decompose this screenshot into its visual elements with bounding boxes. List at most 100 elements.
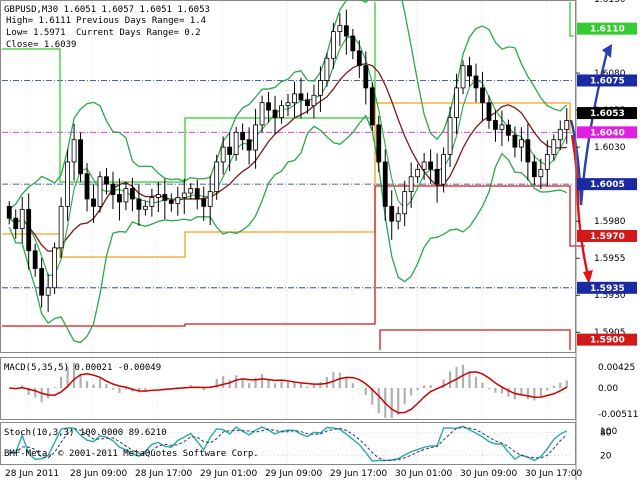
price-tag-label: 1.6040	[590, 128, 625, 138]
candle-body	[181, 192, 187, 198]
time-axis-label: 29 Jun 17:00	[330, 469, 387, 479]
price-tag-label: 1.6053	[590, 109, 625, 119]
candle-body	[531, 161, 537, 178]
red-forecast-arrow	[570, 134, 590, 277]
candle-body	[6, 205, 12, 219]
price-tag	[577, 281, 637, 294]
candle-body	[434, 168, 440, 185]
candle-body	[467, 65, 472, 77]
time-axis-label: 28 Jun 2011	[5, 469, 59, 479]
price-axis: 1.61301.60801.60551.60301.59801.59551.59…	[575, 0, 637, 480]
candle-body	[91, 198, 96, 207]
price-tag	[577, 107, 637, 120]
candle-body	[324, 57, 330, 81]
price-tick-label: 1.6130	[594, 0, 626, 5]
candle-body	[499, 124, 505, 130]
candle-body	[486, 102, 492, 121]
candle-body	[402, 191, 408, 215]
candle-body	[557, 128, 563, 141]
macd-axis-label: 0.00	[598, 384, 618, 394]
candle-body	[58, 205, 64, 249]
price-tick-label: 1.5955	[594, 254, 626, 264]
candle-body	[84, 173, 90, 200]
time-axis-label: 30 Jun 01:00	[395, 469, 452, 479]
candle-body	[376, 124, 382, 163]
info-prev-range: Previous Days Range= 1.4	[76, 16, 206, 26]
stochastic-lines	[2, 425, 574, 462]
candle-body	[214, 161, 220, 192]
red-arrow-head	[583, 270, 593, 284]
candle-body	[32, 250, 38, 269]
candle-body	[493, 120, 498, 130]
candle-body	[246, 139, 252, 151]
candle-body	[305, 99, 310, 107]
candle-body	[272, 109, 278, 118]
candle-body	[52, 247, 58, 289]
time-axis-label: 28 Jun 17:00	[135, 469, 192, 479]
green-step-level	[569, 2, 574, 37]
info-cur-range: Current Days Range= 0.2	[76, 28, 201, 38]
price-tag-label: 1.5900	[590, 336, 625, 346]
candle-body	[441, 154, 446, 185]
candle-body	[350, 35, 356, 52]
candle-body	[389, 205, 395, 222]
stoch-axis-label: 80	[600, 429, 612, 439]
candle-body	[188, 188, 194, 194]
candle-body	[564, 120, 570, 130]
price-tag	[577, 74, 637, 87]
candle-body	[421, 161, 427, 170]
candle-body	[506, 124, 511, 136]
candle-body	[168, 200, 174, 204]
price-tag	[577, 22, 637, 35]
candle-body	[123, 188, 129, 203]
price-tick-label: 1.5930	[594, 291, 626, 301]
candle-body	[266, 102, 271, 111]
candle-body	[382, 161, 388, 207]
candle-body	[330, 31, 336, 59]
candle-body	[408, 176, 414, 192]
candle-body	[117, 194, 122, 203]
symbol-header: GBPUSD,M30 1.6051 1.6057 1.6051 1.6053	[4, 5, 210, 15]
candle-body	[162, 194, 168, 201]
candle-body	[207, 191, 213, 207]
candle-body	[343, 25, 349, 37]
candle-body	[311, 94, 317, 107]
candle-body	[155, 194, 161, 198]
info-high: High= 1.6111	[6, 16, 71, 26]
candle-body	[356, 50, 362, 67]
candle-body	[259, 102, 265, 126]
price-tag-label: 1.6110	[590, 25, 625, 35]
time-axis-label: 30 Jun 17:00	[525, 469, 582, 479]
candle-body	[45, 287, 51, 296]
macd-histogram	[2, 362, 574, 418]
candle-body	[447, 117, 453, 155]
candle-body	[110, 183, 116, 195]
stoch-signal-line	[9, 427, 568, 462]
time-axis-label: 29 Jun 01:00	[200, 469, 257, 479]
candle-body	[369, 87, 375, 126]
candle-body	[201, 198, 207, 207]
candle-body	[551, 139, 557, 155]
price-tag	[577, 333, 637, 346]
candle-body	[460, 65, 466, 89]
price-tag-label: 1.6005	[590, 180, 625, 190]
time-axis-label: 29 Jun 09:00	[265, 469, 322, 479]
candle-body	[363, 65, 369, 89]
candle-body	[142, 205, 148, 210]
candle-body	[71, 139, 77, 163]
candle-body	[240, 131, 246, 141]
time-axis-label: 30 Jun 09:00	[460, 469, 517, 479]
candle-body	[544, 154, 550, 170]
info-low: Low= 1.5971	[6, 28, 66, 38]
candle-body	[512, 134, 518, 148]
candle-body	[26, 208, 32, 252]
candle-body	[285, 102, 291, 107]
price-tag	[577, 229, 637, 242]
price-tick-label: 1.5980	[594, 217, 626, 227]
candle-body	[136, 198, 142, 210]
candle-body	[13, 217, 19, 229]
macd-signal-line	[9, 371, 568, 414]
price-tag-label: 1.5970	[590, 232, 625, 242]
candle-body	[298, 93, 304, 101]
